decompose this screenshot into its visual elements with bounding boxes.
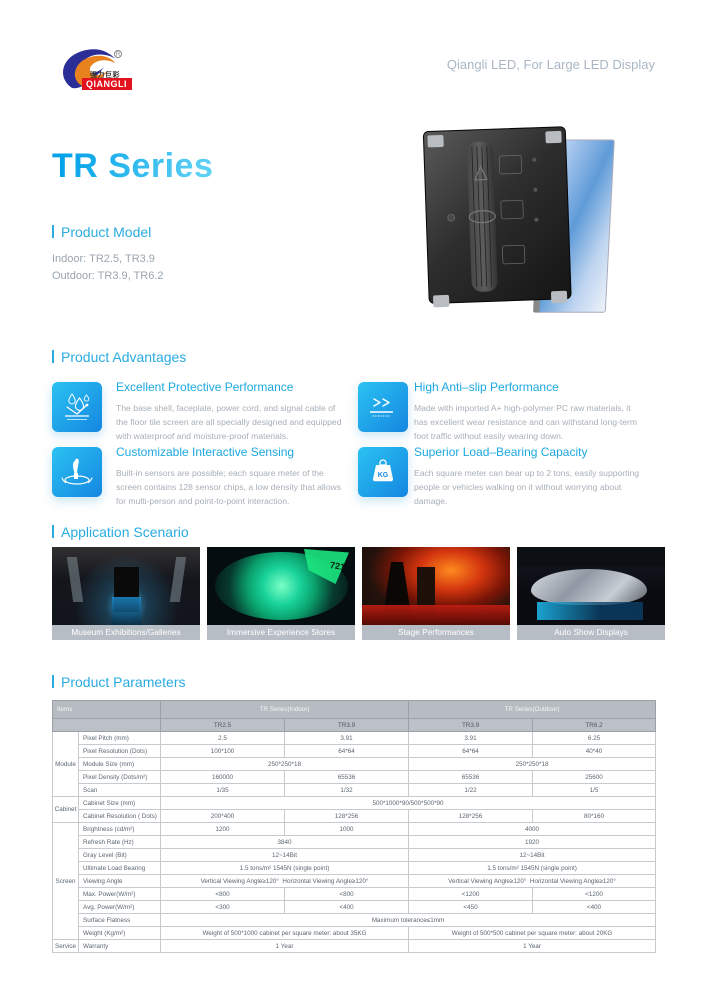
svg-text:KG: KG [378, 472, 389, 479]
